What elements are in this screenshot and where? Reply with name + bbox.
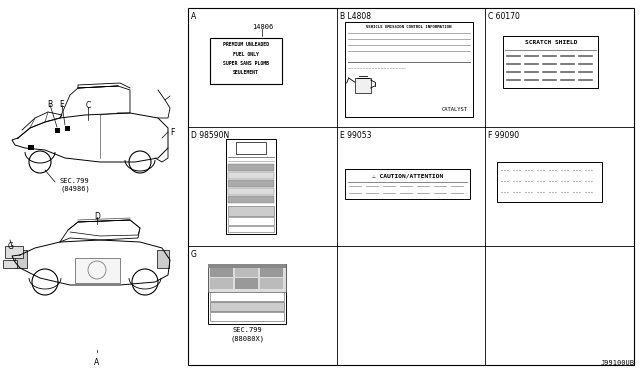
Bar [235,278,258,289]
Bar [210,266,233,277]
Text: A: A [191,12,196,21]
Bar [188,8,634,365]
Bar [210,278,233,289]
Text: G: G [191,250,197,259]
Text: SCRATCH SHIELD: SCRATCH SHIELD [525,40,577,45]
Bar [228,164,274,171]
Bar [345,22,473,117]
Bar [15,250,27,268]
Text: (88080X): (88080X) [230,336,264,343]
Bar [345,169,470,199]
Bar [210,292,284,301]
Text: D: D [94,212,100,221]
Bar [28,145,34,150]
Bar [235,266,258,277]
Bar [55,128,60,133]
Text: ⚠ CAUTION/ATTENTION: ⚠ CAUTION/ATTENTION [372,173,443,178]
Bar [75,258,120,283]
Text: SEC.799: SEC.799 [232,327,262,333]
Text: SEULEMENT: SEULEMENT [233,71,259,76]
Text: C 60170: C 60170 [488,12,520,21]
Text: F 99090: F 99090 [488,131,520,140]
Text: G: G [8,242,14,251]
Text: VEHICLE EMISSION CONTROL INFORMATION: VEHICLE EMISSION CONTROL INFORMATION [366,25,451,29]
Bar [228,172,274,179]
Bar [3,260,17,268]
Bar [228,226,274,232]
Bar [210,38,282,84]
Text: PREMIUM UNLEADED: PREMIUM UNLEADED [223,42,269,47]
Bar [157,250,169,268]
Bar [208,264,286,324]
Bar [355,78,371,93]
Bar [210,302,284,311]
Bar [65,126,70,131]
Text: CATALYST: CATALYST [442,107,468,112]
Bar [228,188,274,195]
Text: B: B [47,100,52,109]
Bar [228,180,274,187]
Bar [208,264,286,292]
Text: FUEL ONLY: FUEL ONLY [233,51,259,57]
Bar [210,312,284,321]
Bar [497,162,602,202]
Bar [228,217,274,225]
Text: (84986): (84986) [60,186,90,192]
Text: D 98590N: D 98590N [191,131,229,140]
Text: E 99053: E 99053 [340,131,371,140]
Bar [208,264,286,268]
Text: SUPER SANS PLOMB: SUPER SANS PLOMB [223,61,269,66]
Text: F: F [170,128,174,137]
Text: E: E [60,100,65,109]
Text: A: A [94,358,100,367]
Bar [260,266,283,277]
Text: 14806: 14806 [252,24,273,30]
Bar [503,36,598,88]
Text: J99100UB: J99100UB [601,360,635,366]
Bar [228,206,274,216]
Text: SEC.799: SEC.799 [60,178,90,184]
Text: B L4808: B L4808 [340,12,371,21]
Bar [236,142,266,154]
Bar [228,196,274,203]
Bar [226,139,276,234]
Text: C: C [85,101,91,110]
Bar [5,246,23,258]
Bar [260,278,283,289]
